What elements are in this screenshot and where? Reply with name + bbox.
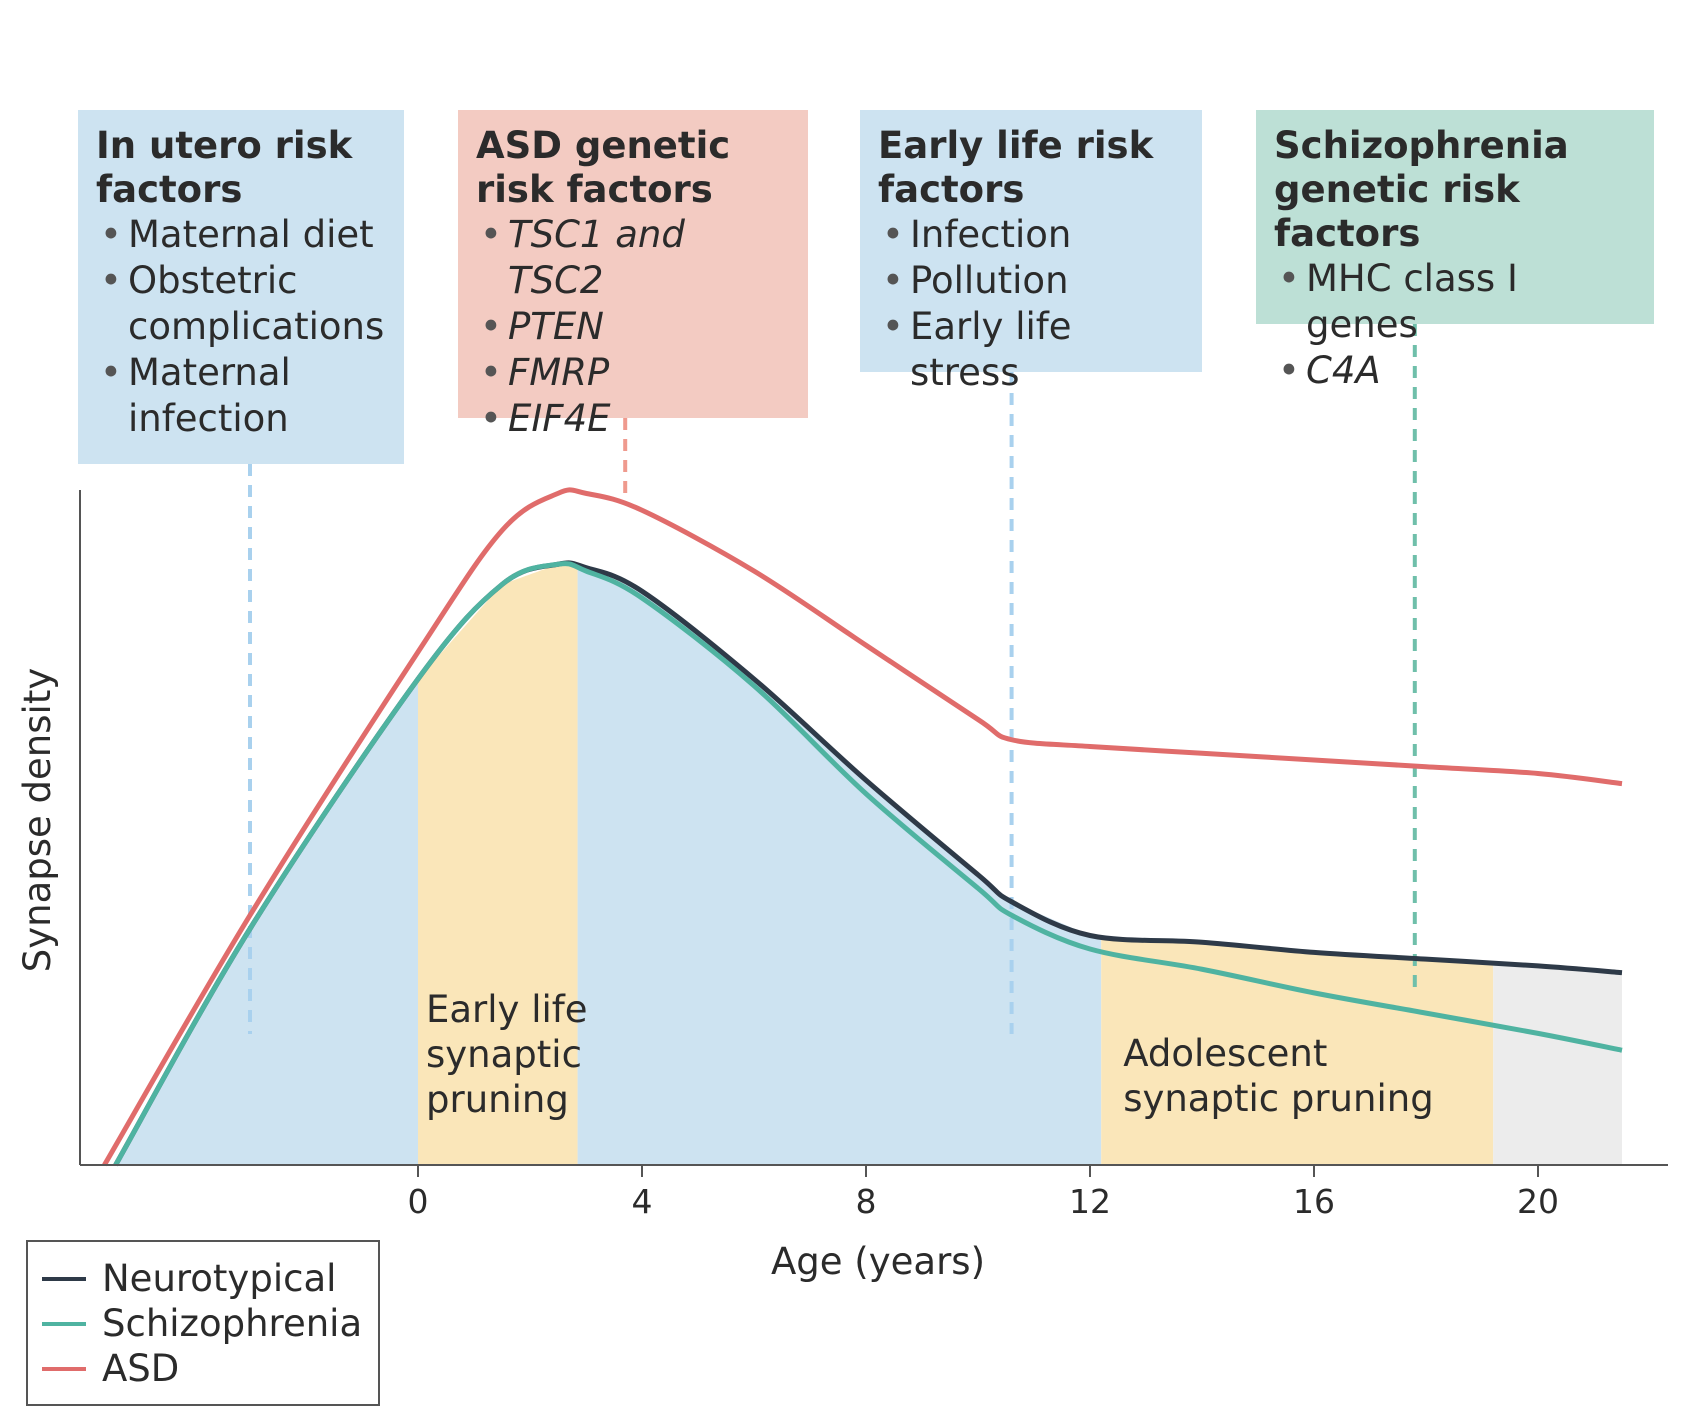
x-tick-label: 4: [632, 1182, 653, 1221]
risk-item: Obstetric complications: [96, 258, 388, 350]
legend-swatch: [42, 1276, 86, 1281]
risk-item: FMRP: [476, 350, 792, 396]
risk-box-early-life: Early life risk factors Infection Pollut…: [860, 110, 1202, 394]
shaded-region-3: [1101, 936, 1494, 1165]
series-line-schizophrenia: [113, 561, 1623, 1167]
legend-swatch: [42, 1366, 86, 1371]
risk-box-asd-genetic: ASD genetic risk factors TSC1 and TSC2 P…: [458, 110, 808, 442]
shaded-region-1: [418, 564, 578, 1165]
legend-entry-schizophrenia: Schizophrenia: [42, 1301, 378, 1346]
x-tick-label: 20: [1517, 1182, 1559, 1221]
series-line-asd: [102, 487, 1623, 1167]
risk-item: Maternal diet: [96, 212, 388, 258]
x-tick-label: 12: [1069, 1182, 1111, 1221]
x-axis-label: Age (years): [771, 1240, 985, 1283]
risk-box-in-utero: In utero risk factors Maternal diet Obst…: [78, 110, 404, 464]
region-label: Adolescent synaptic pruning: [1123, 1032, 1434, 1120]
x-tick-label: 0: [408, 1182, 429, 1221]
shaded-region-0: [115, 679, 418, 1165]
x-tick-label: 8: [856, 1182, 877, 1221]
shaded-region-2: [577, 566, 1102, 1165]
legend-swatch: [42, 1321, 86, 1326]
risk-list: MHC class I genes C4A: [1274, 256, 1638, 394]
legend-entry-neurotypical: Neurotypical: [42, 1256, 378, 1301]
shaded-region-4: [1493, 963, 1622, 1165]
risk-box-title: ASD genetic risk factors: [476, 124, 731, 211]
y-axis-label: Synapse density: [16, 668, 59, 972]
legend-label: Schizophrenia: [102, 1302, 363, 1345]
risk-box-title: Schizophrenia genetic risk factors: [1274, 124, 1569, 255]
risk-item: MHC class I genes: [1274, 256, 1638, 348]
risk-item: Early life stress: [878, 304, 1186, 396]
x-tick-label: 16: [1293, 1182, 1335, 1221]
risk-item: Maternal infection: [96, 350, 388, 442]
risk-item: TSC1 and TSC2: [476, 212, 792, 304]
region-label: Early life synaptic pruning: [426, 988, 588, 1121]
legend-label: Neurotypical: [102, 1257, 337, 1300]
risk-item: Infection: [878, 212, 1186, 258]
risk-list: TSC1 and TSC2 PTEN FMRP EIF4E: [476, 212, 792, 442]
risk-item: C4A: [1274, 348, 1638, 394]
risk-box-title: Early life risk factors: [878, 124, 1154, 211]
legend-entry-asd: ASD: [42, 1346, 378, 1391]
risk-box-schizophrenia-genetic: Schizophrenia genetic risk factors MHC c…: [1256, 110, 1654, 394]
risk-box-title: In utero risk factors: [96, 124, 353, 211]
risk-list: Maternal diet Obstetric complications Ma…: [96, 212, 388, 442]
risk-item: EIF4E: [476, 396, 792, 442]
legend-label: ASD: [102, 1347, 180, 1390]
risk-item: Pollution: [878, 258, 1186, 304]
risk-list: Infection Pollution Early life stress: [878, 212, 1186, 396]
risk-item: PTEN: [476, 304, 792, 350]
chart-legend: Neurotypical Schizophrenia ASD: [26, 1240, 380, 1406]
